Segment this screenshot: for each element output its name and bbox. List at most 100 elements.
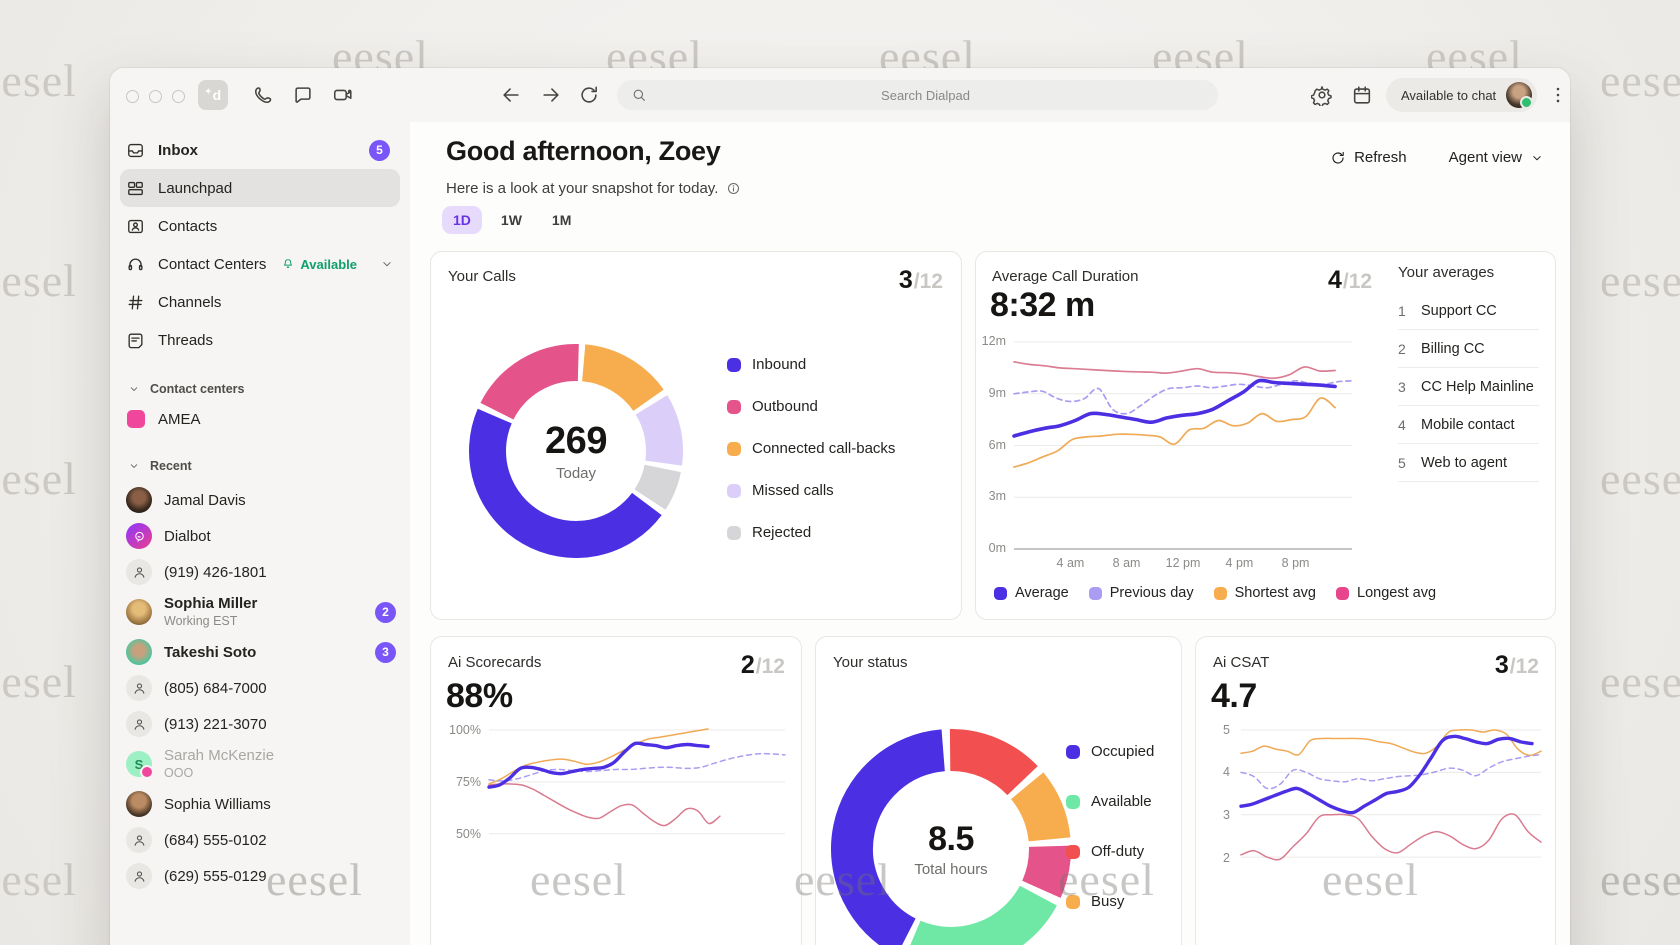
availability-label: Available to chat (1401, 87, 1497, 103)
contact-name: Jamal Davis (164, 491, 246, 509)
sidebar-item-inbox[interactable]: Inbox 5 (120, 131, 400, 169)
avg-duration-line-chart (1012, 341, 1353, 550)
phone-button[interactable] (252, 84, 274, 106)
legend-item: Busy (1066, 893, 1124, 910)
y-axis-tick: 2 (1223, 851, 1230, 865)
search-bar[interactable] (617, 80, 1218, 110)
recent-contact[interactable]: Jamal Davis (110, 482, 410, 518)
dialpad-app-window: ✦d Available to chat Inbox (110, 68, 1570, 945)
card-title: Ai CSAT (1213, 654, 1270, 671)
recent-contact[interactable]: S Sarah McKenzie OOO (110, 742, 410, 786)
total-hours: 8.5 (928, 820, 974, 858)
search-icon (631, 87, 647, 103)
tab-1w[interactable]: 1W (490, 206, 533, 234)
legend-item: Occupied (1066, 743, 1154, 760)
y-axis-tick: 5 (1223, 723, 1230, 737)
legend-item: Average (994, 585, 1069, 601)
recent-contact[interactable]: (805) 684-7000 (110, 670, 410, 706)
window-minimize-button[interactable] (149, 90, 162, 103)
sidebar-item-label: Contacts (158, 217, 218, 235)
meetings-button[interactable] (332, 84, 354, 106)
status-donut-chart: 8.5 Total hours (831, 729, 1071, 945)
settings-button[interactable] (1311, 84, 1333, 106)
info-icon[interactable] (726, 181, 741, 196)
window-controls[interactable] (126, 90, 185, 103)
window-zoom-button[interactable] (172, 90, 185, 103)
more-options-button[interactable] (1547, 84, 1569, 106)
list-item[interactable]: 5 Web to agent (1398, 444, 1539, 482)
contact-name: (629) 555-0129 (164, 867, 267, 885)
availability-menu[interactable]: Available to chat (1386, 78, 1538, 112)
list-item[interactable]: 3 CC Help Mainline (1398, 368, 1539, 406)
sidebar-item-launchpad[interactable]: Launchpad (120, 169, 400, 207)
recent-contact[interactable]: Sophia Williams (110, 786, 410, 822)
chevron-down-icon[interactable] (380, 257, 394, 271)
recent-contact[interactable]: (684) 555-0102 (110, 822, 410, 858)
recent-contact[interactable]: (629) 555-0129 (110, 858, 410, 894)
phone-icon (252, 84, 274, 106)
watermark: eesel (0, 453, 77, 504)
card-your-calls: Your Calls 3/12 269 Today Inbound Outbou… (430, 251, 962, 620)
csat-value: 4.7 (1211, 677, 1257, 715)
tab-1m[interactable]: 1M (541, 206, 582, 234)
card-title: Average Call Duration (992, 268, 1139, 285)
recent-contact[interactable]: (919) 426-1801 (110, 554, 410, 590)
watermark: eesel (1600, 453, 1680, 504)
refresh-button[interactable]: Refresh (1324, 148, 1413, 167)
y-axis-tick: 75% (455, 775, 481, 789)
x-axis-tick: 12 pm (1165, 556, 1201, 570)
card-title: Your status (833, 654, 908, 671)
refresh-icon (578, 84, 600, 106)
x-axis-tick: 8 pm (1281, 556, 1310, 570)
recent-contact[interactable]: Sophia Miller Working EST 2 (110, 590, 410, 634)
card-score: 2/12 (740, 651, 785, 679)
legend-item: Shortest avg (1213, 585, 1316, 601)
panel-title: Your averages (1398, 264, 1495, 281)
y-axis-tick: 3 (1223, 808, 1230, 822)
arrow-left-icon (500, 84, 522, 106)
calendar-icon (1351, 84, 1373, 106)
tab-1d[interactable]: 1D (442, 206, 482, 234)
y-axis-tick: 0m (988, 541, 1006, 555)
sidebar-item-contact-centers[interactable]: Contact Centers Available (120, 245, 400, 283)
legend-item: Outbound (727, 398, 818, 415)
list-item[interactable]: 1 Support CC (1398, 292, 1539, 330)
card-your-status: Your status 8.5 Total hours Occupied Ava… (815, 636, 1182, 945)
agent-view-dropdown[interactable]: Agent view (1443, 148, 1550, 167)
calls-total: 269 (545, 420, 607, 462)
sidebar-item-channels[interactable]: Channels (120, 283, 400, 321)
contact-name: (805) 684-7000 (164, 679, 267, 697)
chat-bubble-icon (292, 84, 314, 106)
card-title: Your Calls (448, 268, 516, 285)
contact-name: (913) 221-3070 (164, 715, 267, 733)
bot-icon (132, 529, 147, 544)
legend-item: Longest avg (1336, 585, 1436, 601)
sidebar-item-contacts[interactable]: Contacts (120, 207, 400, 245)
sidebar-item-threads[interactable]: Threads (120, 321, 400, 359)
avg-duration-value: 8:32 m (990, 286, 1095, 324)
list-item[interactable]: 2 Billing CC (1398, 330, 1539, 368)
recent-contact[interactable]: (913) 221-3070 (110, 706, 410, 742)
contact-center-amea[interactable]: AMEA (110, 402, 410, 436)
section-header-contact-centers[interactable]: Contact centers (110, 378, 410, 400)
window-close-button[interactable] (126, 90, 139, 103)
nav-back-button[interactable] (500, 84, 522, 106)
x-axis-tick: 4 pm (1225, 556, 1254, 570)
messages-button[interactable] (292, 84, 314, 106)
section-header-recent[interactable]: Recent (110, 455, 410, 477)
contact-name: Dialbot (164, 527, 211, 545)
contact-status: OOO (164, 765, 194, 780)
calendar-button[interactable] (1351, 84, 1373, 106)
recent-contact[interactable]: Takeshi Soto 3 (110, 634, 410, 670)
hash-icon (126, 293, 145, 312)
nav-refresh-button[interactable] (578, 84, 600, 106)
scorecards-value: 88% (446, 677, 513, 715)
dialpad-logo: ✦ d (198, 80, 228, 110)
list-item[interactable]: 4 Mobile contact (1398, 406, 1539, 444)
avatar (126, 639, 152, 665)
contact-name: Sarah McKenzie (164, 746, 275, 764)
recent-contact-dialbot[interactable]: Dialbot (110, 518, 410, 554)
kebab-menu-icon (1547, 84, 1569, 106)
search-input[interactable] (647, 86, 1204, 104)
nav-forward-button[interactable] (540, 84, 562, 106)
